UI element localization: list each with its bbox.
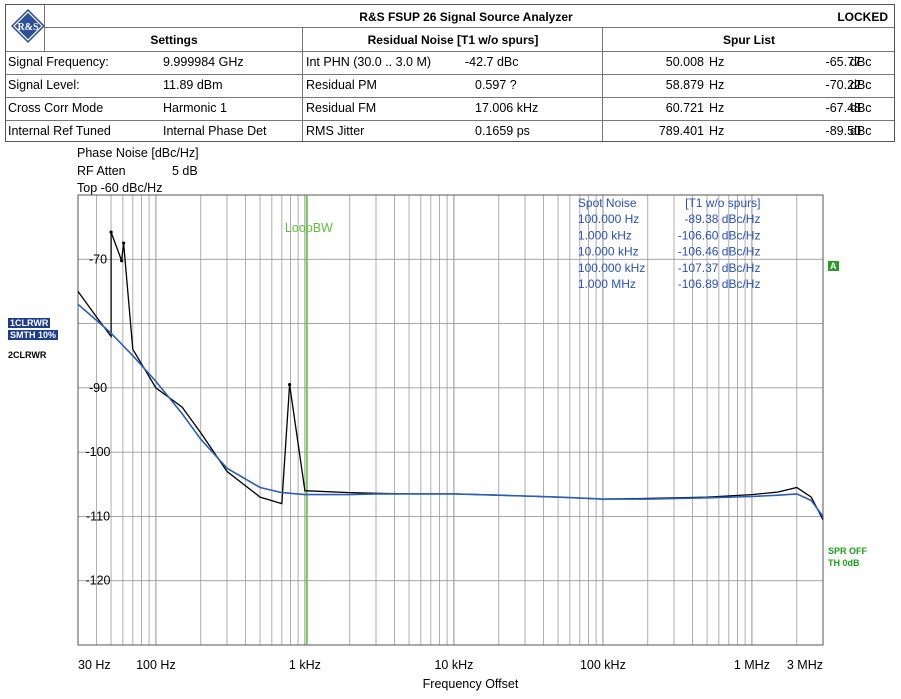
spot-noise-value: -107.37 dBc/Hz <box>678 261 761 275</box>
spur-point <box>109 230 113 234</box>
spot-noise-header: Spot Noise <box>578 196 637 210</box>
plot-info-rf-atten-value: 5 dB <box>172 164 198 178</box>
x-tick-label: 100 Hz <box>136 658 176 672</box>
spur-freq-unit: Hz <box>709 55 725 69</box>
trace1-mode-label: 1CLRWR <box>8 318 51 328</box>
spur-level: -89.50 <box>825 124 861 138</box>
spur-point <box>288 383 292 387</box>
x-tick-labels: 30 Hz 100 Hz 1 kHz 10 kHz 100 kHz 1 MHz 3 MHz <box>78 658 823 672</box>
spot-noise-header-right: [T1 w/o spurs] <box>685 196 760 210</box>
loop-bw-marker: LoopBW <box>285 195 333 645</box>
x-tick-label: 1 MHz <box>734 658 770 672</box>
x-tick-label: 3 MHz <box>787 658 823 672</box>
chart-grid <box>78 195 823 645</box>
spur-point <box>122 241 126 245</box>
residual-value: 0.1659 ps <box>475 124 530 138</box>
window-title: R&S FSUP 26 Signal Source Analyzer <box>359 10 573 24</box>
threshold-label: TH 0dB <box>828 558 860 568</box>
spur-level-unit: dBc <box>850 78 872 92</box>
x-tick-label: 1 kHz <box>289 658 321 672</box>
spur-freq: 58.879 <box>665 78 704 92</box>
spur-freq-unit: Hz <box>709 124 725 138</box>
plot-info-rf-atten-label: RF Atten <box>77 164 126 178</box>
spur-freq: 60.721 <box>665 101 704 115</box>
x-axis-label: Frequency Offset <box>423 677 519 691</box>
spot-noise-freq: 10.000 kHz <box>578 245 639 259</box>
y-tick-label: -110 <box>86 509 110 523</box>
spot-noise-table: Spot Noise [T1 w/o spurs] 100.000 Hz -89.38… <box>578 196 761 291</box>
status-locked: LOCKED <box>837 10 888 24</box>
residual-header: Residual Noise [T1 w/o spurs] <box>367 33 539 47</box>
residual-label: RMS Jitter <box>306 124 365 138</box>
x-tick-label: 30 Hz <box>78 658 111 672</box>
settings-header: Settings <box>150 33 198 47</box>
rs-logo: R&S <box>11 9 45 43</box>
spot-noise-freq: 100.000 kHz <box>578 261 645 275</box>
setting-value: Harmonic 1 <box>163 101 227 115</box>
y-tick-label: -120 <box>85 574 110 588</box>
spot-noise-freq: 1.000 kHz <box>578 228 632 242</box>
plot-frame <box>77 194 824 646</box>
residual-value: 17.006 kHz <box>475 101 539 115</box>
marker-a-badge: A <box>828 261 839 271</box>
spot-noise-freq: 1.000 MHz <box>578 277 636 291</box>
spur-point <box>120 259 124 263</box>
spur-level: -67.48 <box>825 101 861 115</box>
spot-noise-value: -106.89 dBc/Hz <box>678 277 761 291</box>
residual-label: Residual PM <box>306 78 377 92</box>
spur-level-unit: dBc <box>850 101 872 115</box>
residual-label: Int PHN (30.0 .. 3.0 M) <box>306 55 432 69</box>
spur-level: -70.22 <box>825 78 861 92</box>
smooth-trace <box>77 303 824 517</box>
spur-level: -65.77 <box>825 55 861 69</box>
loop-bw-label: LoopBW <box>285 221 333 235</box>
y-tick-labels: -70 -90 -100 -110 -120 <box>85 252 110 587</box>
spur-freq-unit: Hz <box>709 101 725 115</box>
setting-label: Signal Level: <box>8 78 80 92</box>
x-tick-label: 10 kHz <box>434 658 473 672</box>
spot-noise-value: -106.60 dBc/Hz <box>678 228 761 242</box>
spur-level-unit: dBc <box>850 55 872 69</box>
setting-value: 11.89 dBm <box>163 78 223 92</box>
setting-label: Cross Corr Mode <box>8 101 104 115</box>
plot-info-unit: Phase Noise [dBc/Hz] <box>77 146 199 160</box>
y-tick-label: -70 <box>89 252 107 266</box>
spur-level-unit: dBc <box>850 124 872 138</box>
header-panel: R&S R&S FSUP 26 Signal Source Analyzer L… <box>5 4 895 142</box>
spur-freq: 50.008 <box>665 55 704 69</box>
setting-value: 9.999984 GHz <box>163 55 244 69</box>
spr-off-label: SPR OFF <box>828 546 868 556</box>
y-tick-label: -100 <box>85 445 110 459</box>
spur-freq: 789.401 <box>658 124 704 138</box>
spot-noise-freq: 100.000 Hz <box>578 212 639 226</box>
traces <box>77 230 824 520</box>
spot-noise-value: -106.46 dBc/Hz <box>678 245 761 259</box>
residual-value: -42.7 dBc <box>465 55 519 69</box>
y-tick-label: -90 <box>89 381 107 395</box>
raw-trace <box>77 231 824 520</box>
logo-text: R&S <box>17 22 39 33</box>
spur-freq-unit: Hz <box>709 78 725 92</box>
setting-value: Internal Phase Det <box>163 124 267 138</box>
x-tick-label: 100 kHz <box>580 658 626 672</box>
plot-info-top: Top -60 dBc/Hz <box>77 181 163 195</box>
setting-label: Signal Frequency: <box>8 55 109 69</box>
residual-label: Residual FM <box>306 101 377 115</box>
trace1-smooth-label: SMTH 10% <box>8 330 59 340</box>
spot-noise-value: -89.38 dBc/Hz <box>684 212 760 226</box>
residual-value: 0.597 ? <box>475 78 517 92</box>
trace2-mode-label: 2CLRWR <box>8 350 47 360</box>
spurs-header: Spur List <box>722 33 775 47</box>
setting-label: Internal Ref Tuned <box>8 124 111 138</box>
